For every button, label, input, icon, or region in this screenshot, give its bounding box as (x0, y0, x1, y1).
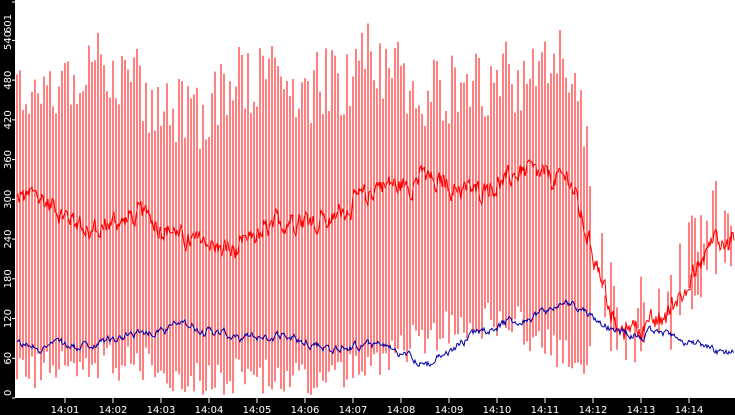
range-bars (16, 23, 732, 395)
x-tick-label: 14:10 (483, 405, 512, 415)
x-tick-label: 14:12 (579, 405, 608, 415)
y-tick-label: 240 (3, 230, 14, 249)
x-tick-label: 14:05 (243, 405, 272, 415)
x-tick-label: 14:09 (435, 405, 464, 415)
x-tick-label: 14:06 (291, 405, 320, 415)
x-tick-label: 14:03 (147, 405, 176, 415)
x-tick-label: 14:07 (339, 405, 368, 415)
y-tick-label: 180 (3, 269, 14, 288)
x-tick-label: 14:02 (99, 405, 128, 415)
blue-line (16, 298, 735, 368)
plot-area (15, 0, 735, 398)
x-tick-label: 14:04 (195, 405, 224, 415)
y-tick-label: 540 (3, 31, 14, 50)
x-tick-label: 14:11 (531, 405, 560, 415)
mid-red-line (16, 159, 735, 342)
y-tick-label: 480 (3, 71, 14, 90)
x-tick-label: 14:13 (627, 405, 656, 415)
y-tick-label: 300 (3, 190, 14, 209)
y-tick-label: 0 (3, 390, 14, 396)
y-tick-label: 60 (3, 352, 14, 365)
y-tick-label: 420 (3, 110, 14, 129)
y-tick-label: 601 (3, 14, 14, 33)
x-tick-label: 14:08 (387, 405, 416, 415)
y-tick-label: 360 (3, 150, 14, 169)
y-tick-label: 120 (3, 309, 14, 328)
x-tick-label: 14:14 (675, 405, 704, 415)
x-axis: 14:01 14:02 14:03 14:04 14:05 14:06 14:07 14:08… (51, 398, 704, 415)
x-tick-label: 14:01 (51, 405, 80, 415)
